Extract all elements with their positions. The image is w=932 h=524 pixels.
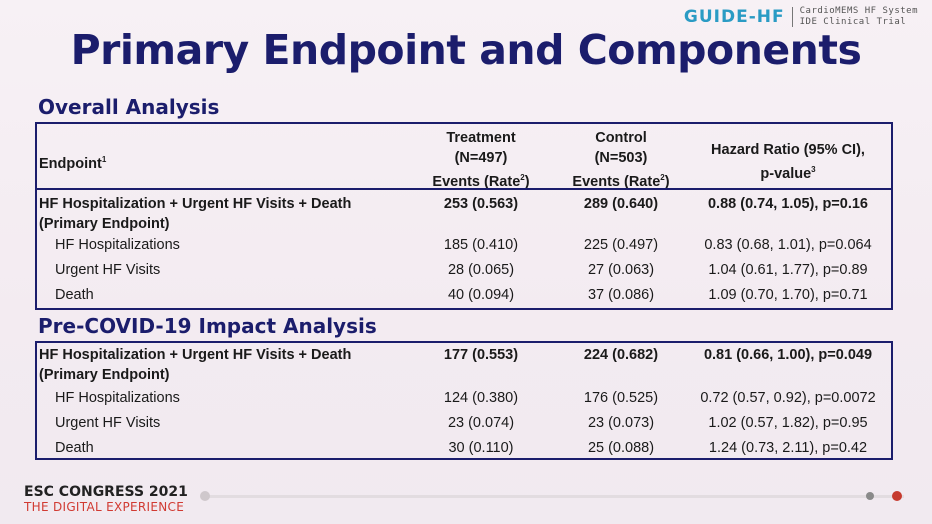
- col-header-treatment: Treatment (N=497) Events (Rate2): [432, 130, 530, 190]
- row-label: HF Hospitalizations: [55, 390, 180, 406]
- brand-subtitle: CardioMEMS HF System IDE Clinical Trial: [799, 6, 918, 27]
- cell-control: 37 (0.086): [587, 287, 655, 303]
- row-label: HF Hospitalization + Urgent HF Visits + …: [39, 347, 352, 383]
- row-label: Death: [55, 287, 94, 303]
- cell-treatment: 253 (0.563): [443, 196, 519, 212]
- row-label: HF Hospitalizations: [55, 237, 180, 253]
- cell-treatment: 124 (0.380): [443, 390, 519, 406]
- cell-treatment: 30 (0.110): [448, 440, 514, 456]
- table-header-row: Endpoint1 Treatment (N=497) Events (Rate…: [37, 128, 891, 192]
- progress-start-handle[interactable]: [200, 491, 210, 501]
- table-overall: Endpoint1 Treatment (N=497) Events (Rate…: [35, 122, 893, 310]
- brand-header: GUIDE-HF CardioMEMS HF System IDE Clinic…: [684, 6, 918, 28]
- cell-hazard-ratio: 0.88 (0.74, 1.05), p=0.16: [707, 196, 868, 212]
- cell-control: 25 (0.088): [587, 440, 655, 456]
- cell-hazard-ratio: 0.81 (0.66, 1.00), p=0.049: [703, 347, 873, 363]
- section-title-precovid: Pre-COVID-19 Impact Analysis: [38, 314, 377, 338]
- cell-treatment: 40 (0.094): [447, 287, 515, 303]
- cell-control: 224 (0.682): [583, 347, 659, 363]
- cell-hazard-ratio: 0.72 (0.57, 0.92), p=0.0072: [700, 390, 876, 406]
- row-label: Urgent HF Visits: [55, 262, 161, 278]
- progress-record-dot[interactable]: [892, 491, 902, 501]
- cell-control: 23 (0.073): [587, 415, 655, 431]
- header-divider: [37, 188, 891, 190]
- video-progress-bar[interactable]: [200, 491, 904, 501]
- cell-treatment: 28 (0.065): [447, 262, 515, 278]
- cell-treatment: 185 (0.410): [443, 237, 519, 253]
- progress-marker-dot[interactable]: [866, 492, 874, 500]
- row-label: HF Hospitalization + Urgent HF Visits + …: [39, 196, 352, 232]
- cell-hazard-ratio: 1.02 (0.57, 1.82), p=0.95: [708, 415, 868, 431]
- row-label: Urgent HF Visits: [55, 415, 161, 431]
- cell-control: 289 (0.640): [583, 196, 659, 212]
- cell-control: 176 (0.525): [583, 390, 659, 406]
- cell-treatment: 177 (0.553): [443, 347, 519, 363]
- col-header-control: Control (N=503) Events (Rate2): [572, 130, 670, 190]
- guide-hf-logo: GUIDE-HF: [683, 7, 785, 27]
- brand-divider: [791, 7, 793, 27]
- slide-title: Primary Endpoint and Components: [70, 26, 862, 74]
- digital-experience-tagline: THE DIGITAL EXPERIENCE: [24, 500, 185, 514]
- cell-control: 27 (0.063): [587, 262, 655, 278]
- col-header-endpoint: Endpoint1: [39, 155, 107, 172]
- row-label: Death: [55, 440, 94, 456]
- col-header-hazard-ratio: Hazard Ratio (95% CI), p-value3: [711, 142, 865, 182]
- section-title-overall: Overall Analysis: [38, 95, 220, 119]
- cell-control: 225 (0.497): [583, 237, 659, 253]
- cell-hazard-ratio: 1.09 (0.70, 1.70), p=0.71: [708, 287, 868, 303]
- table-precovid: HF Hospitalization + Urgent HF Visits + …: [35, 341, 893, 460]
- cell-hazard-ratio: 0.83 (0.68, 1.01), p=0.064: [704, 237, 872, 253]
- cell-hazard-ratio: 1.24 (0.73, 2.11), p=0.42: [708, 440, 868, 456]
- cell-treatment: 23 (0.074): [447, 415, 515, 431]
- esc-congress-logo: ESC CONGRESS 2021: [24, 484, 188, 500]
- cell-hazard-ratio: 1.04 (0.61, 1.77), p=0.89: [708, 262, 868, 278]
